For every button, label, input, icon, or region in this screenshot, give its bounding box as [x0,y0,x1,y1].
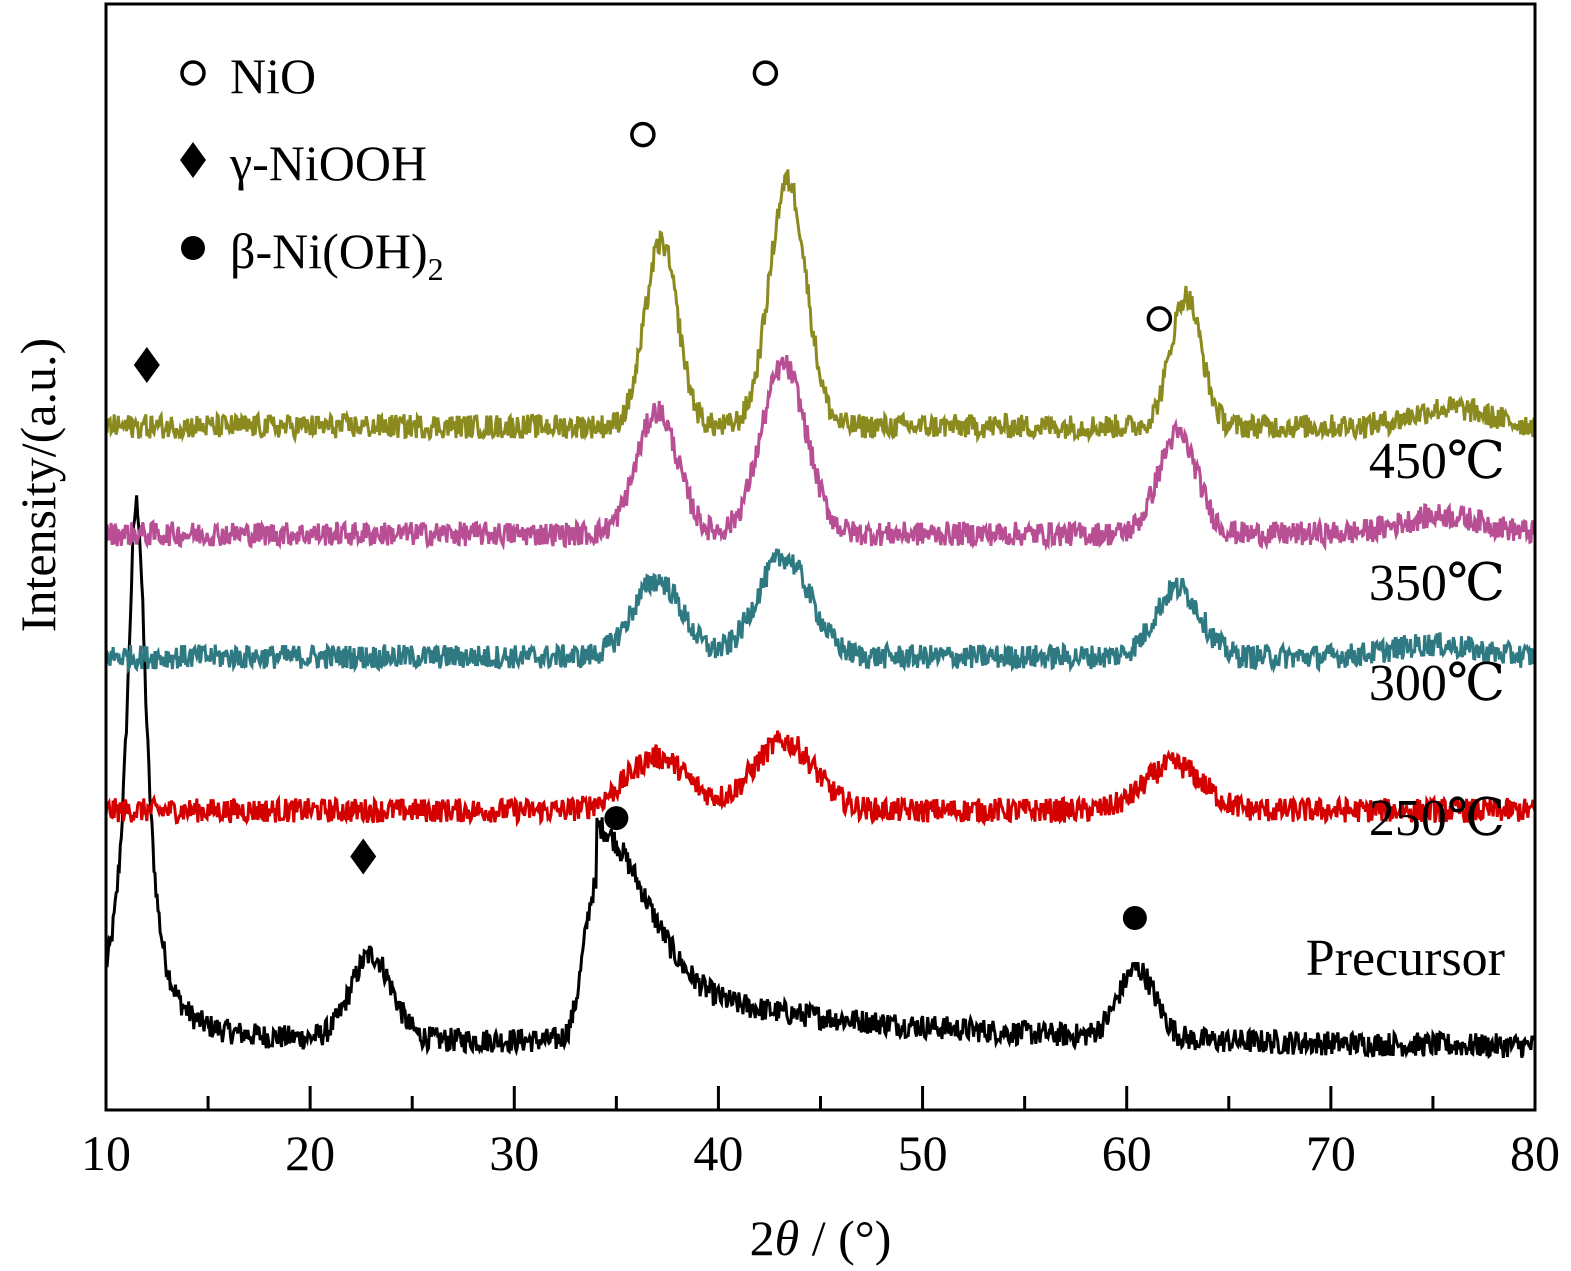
legend-marker-0 [180,60,206,86]
x-tick-label-0: 10 [81,1125,131,1181]
series-label-3: 350℃ [1369,555,1505,612]
series-line-1 [104,730,1537,828]
peak-marker-6 [1122,905,1147,930]
peak-marker-0 [630,121,656,148]
legend: NiO γ-NiOOH β-Ni(OH)2 [180,48,444,287]
series-layer [104,169,1537,1060]
legend-marker-1 [180,142,206,178]
y-axis-title: Intensity/(a.u.) [10,338,66,632]
legend-label-2: β-Ni(OH)2 [230,223,444,287]
series-line-2 [104,548,1537,675]
x-tick-label-3: 40 [693,1125,743,1181]
series-label-2: 300℃ [1369,655,1505,712]
series-label-0: Precursor [1306,930,1505,987]
peak-marker-2 [1146,306,1173,332]
legend-marker-2 [181,236,205,260]
peak-marker-4 [350,838,377,875]
peak-marker-layer [133,60,1173,930]
x-tick-label-5: 60 [1102,1125,1152,1181]
peak-marker-5 [604,806,629,831]
series-label-1: 250℃ [1369,790,1505,847]
legend-label-0: NiO [230,48,316,104]
series-label-4: 450℃ [1369,433,1505,490]
x-axis-title: 2θ / (°) [750,1210,892,1266]
x-tick-label-2: 30 [489,1125,539,1181]
peak-marker-1 [752,60,779,86]
x-tick-label-4: 50 [898,1125,948,1181]
series-line-0 [104,495,1536,1060]
peak-marker-3 [133,346,160,383]
legend-label-1: γ-NiOOH [229,135,427,191]
x-tick-label-7: 80 [1510,1125,1560,1181]
x-tick-label-6: 70 [1306,1125,1356,1181]
series-line-4 [104,169,1537,445]
series-label-layer: Precursor 250℃ 300℃ 350℃ 450℃ [1306,433,1505,987]
axis-layer: 10 20 30 40 50 60 70 80 2θ / (°) Intensity/(a.u.) [10,2,1560,1266]
x-tick-label-1: 20 [285,1125,335,1181]
series-line-3 [104,355,1537,552]
